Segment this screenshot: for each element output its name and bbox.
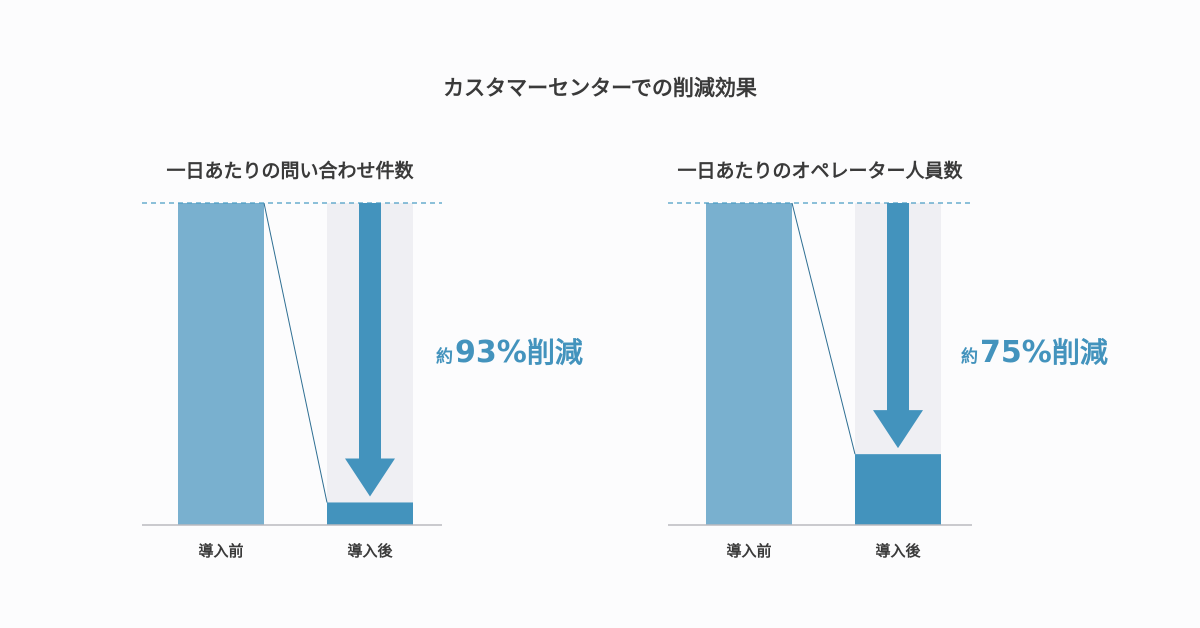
bar-before (178, 203, 264, 525)
connector-line (791, 202, 856, 455)
bar-after (855, 454, 941, 525)
reduction-value: 75% (980, 335, 1052, 370)
chart-title: 一日あたりの問い合わせ件数 (166, 159, 414, 182)
category-label: 導入前 (726, 542, 771, 560)
main-title: カスタマーセンターでの削減効果 (443, 76, 757, 100)
reduction-suffix: 削減 (527, 336, 583, 369)
reduction-prefix: 約 (961, 346, 978, 367)
reduction-value: 93% (455, 335, 527, 370)
reduction-prefix: 約 (436, 346, 453, 367)
bar-after (327, 502, 413, 525)
down-arrow-icon (345, 203, 395, 497)
connector-line (263, 202, 328, 503)
category-label: 導入前 (198, 542, 243, 560)
category-label: 導入後 (875, 542, 921, 560)
reduction-suffix: 削減 (1052, 336, 1108, 369)
down-arrow-icon (873, 203, 923, 449)
bar-before (706, 203, 792, 525)
category-label: 導入後 (347, 542, 393, 560)
chart-title: 一日あたりのオペレーター人員数 (677, 159, 963, 182)
reduction-label: 約93%削減 (436, 335, 583, 370)
reduction-label: 約75%削減 (961, 335, 1108, 370)
